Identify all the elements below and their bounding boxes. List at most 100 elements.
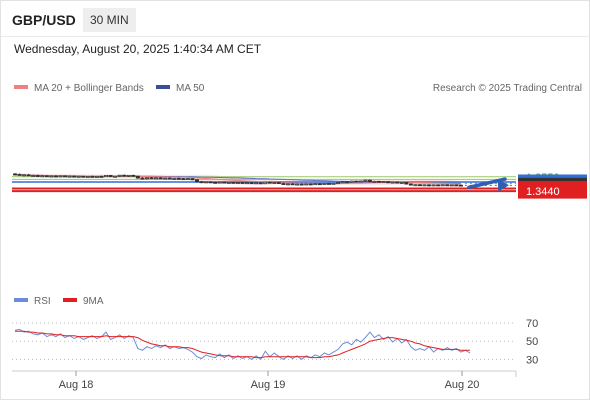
candle-body — [445, 184, 450, 187]
candle-body — [308, 183, 313, 186]
candle-body — [281, 183, 286, 185]
candle-body — [44, 175, 49, 178]
rsi-tick-50: 50 — [526, 336, 538, 348]
candle — [436, 184, 441, 187]
candle — [454, 184, 459, 187]
candle-body — [317, 183, 322, 186]
candle-body — [395, 181, 400, 184]
candle — [204, 181, 209, 184]
candle — [358, 180, 363, 183]
candle — [322, 183, 327, 185]
candle — [249, 182, 254, 185]
candle-body — [163, 177, 168, 180]
candle-body — [313, 183, 318, 186]
candle-body — [76, 175, 81, 178]
header-divider — [1, 36, 590, 37]
x-axis: Aug 18 Aug 19 Aug 20 — [59, 371, 479, 391]
candle — [140, 177, 145, 180]
candle-body — [404, 181, 409, 185]
candle — [313, 183, 318, 186]
rsi-ma-legend-label: 9MA — [83, 296, 104, 307]
timeframe-badge[interactable]: 30 MIN — [83, 8, 136, 32]
candle — [144, 177, 149, 180]
candle-body — [399, 181, 404, 184]
ma50-legend-swatch — [156, 85, 170, 89]
candle — [185, 178, 190, 181]
candle — [213, 181, 218, 184]
candle — [381, 181, 386, 184]
rsi-tick-30: 30 — [526, 354, 538, 366]
candle — [22, 174, 27, 177]
candle-body — [295, 183, 300, 186]
candle-body — [367, 179, 372, 183]
candle-body — [17, 174, 22, 176]
candle — [113, 175, 118, 178]
candle — [217, 181, 222, 184]
candle — [76, 175, 81, 178]
candle — [167, 177, 172, 180]
candle — [340, 181, 345, 184]
candle-body — [217, 181, 222, 184]
candle-body — [35, 175, 40, 177]
candle — [386, 181, 391, 184]
candle-body — [436, 184, 441, 187]
ma50-legend-label: MA 50 — [176, 83, 205, 94]
candle — [399, 181, 404, 184]
candle — [149, 177, 154, 180]
candle-body — [72, 175, 77, 178]
candle — [422, 184, 427, 187]
candle-body — [458, 184, 463, 187]
candle-body — [449, 184, 454, 187]
candle-body — [235, 182, 240, 184]
candle — [431, 184, 436, 187]
candle-body — [154, 177, 159, 180]
candle-body — [131, 174, 136, 177]
candle — [308, 183, 313, 186]
forecast-arrow-head — [497, 179, 509, 192]
candle-body — [340, 181, 345, 184]
candle — [413, 184, 418, 187]
candle-body — [322, 183, 327, 185]
candle — [135, 175, 140, 179]
candle — [376, 180, 381, 183]
candle-body — [140, 177, 145, 180]
candle — [299, 183, 304, 186]
candle-body — [31, 175, 36, 177]
candle — [194, 179, 199, 183]
candle-body — [40, 175, 45, 178]
candle-body — [149, 177, 154, 180]
candle — [226, 181, 231, 184]
candle — [126, 174, 131, 177]
candle — [122, 174, 127, 177]
candle — [104, 174, 109, 178]
candle-body — [22, 174, 27, 177]
candle — [417, 184, 422, 187]
candle-body — [181, 178, 186, 181]
candle — [67, 175, 72, 178]
candle — [458, 184, 463, 187]
candle-body — [431, 184, 436, 187]
candle — [395, 181, 400, 184]
candle-body — [304, 183, 309, 186]
candle-body — [67, 175, 72, 178]
candle — [26, 173, 31, 177]
candle — [408, 183, 413, 186]
candle-body — [427, 184, 432, 187]
candle — [117, 174, 122, 177]
candle — [181, 177, 186, 181]
candle-body — [299, 183, 304, 186]
candle-body — [245, 182, 250, 185]
candle — [272, 182, 277, 184]
candle-body — [85, 176, 90, 178]
candle-body — [331, 182, 336, 185]
candle-body — [276, 182, 281, 184]
candle-body — [90, 176, 95, 178]
candle-body — [336, 182, 341, 185]
candle — [254, 182, 259, 185]
candle — [390, 181, 395, 184]
candle — [367, 179, 372, 183]
candle-body — [99, 176, 104, 178]
candle — [72, 175, 77, 178]
candle-body — [167, 177, 172, 180]
